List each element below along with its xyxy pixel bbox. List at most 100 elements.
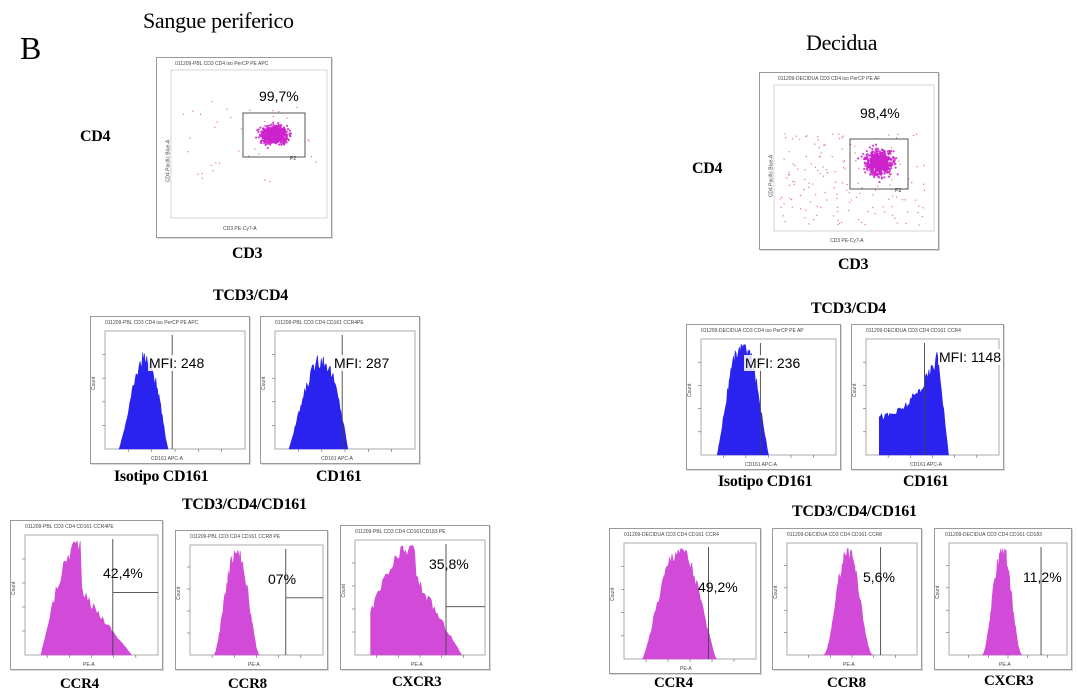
left-group2-title: TCD3/CD4/CD161 xyxy=(182,496,307,513)
scatter-x-axis: CD3 PE-Cy7-A xyxy=(223,226,257,232)
hist-x-axis: PE-A xyxy=(999,662,1011,668)
left-scatter-percent: 99,7% xyxy=(259,88,299,104)
plot-header: 011209-PBL CD3 CD4 CD161 CCR4PE xyxy=(25,524,114,530)
left-hist-ccr8: 011209-PBL CD3 CD4 CD161 CCR8 PE Count 0… xyxy=(175,530,328,670)
scatter-canvas: P2 xyxy=(170,69,328,219)
hist-x-axis: CD161 APC-A xyxy=(321,456,353,462)
left-title: Sangue periferico xyxy=(143,8,294,33)
left-ccr4-pct: 42,4% xyxy=(103,565,143,581)
histogram-area xyxy=(642,548,717,660)
plot-header: 011209-PBL CD3 CD4 iso PerCP PE APC xyxy=(175,61,269,67)
left-hist-cd161: 011209-PBL CD3 CD4 CD161 CCR4PE Count MF… xyxy=(260,316,420,464)
hist-x-axis: CD161 APC-A xyxy=(151,456,183,462)
right-title: Decidua xyxy=(806,30,878,55)
figure-letter: B xyxy=(20,30,42,66)
left-hist-isotipo: 011209-PBL CD3 CD4 iso PerCP PE APC Coun… xyxy=(90,316,250,464)
left-isotipo-mfi: MFI: 248 xyxy=(148,355,206,371)
hist-x-axis: PE-A xyxy=(843,662,855,668)
count-axis-label: Count xyxy=(773,585,779,599)
count-axis-label: Count xyxy=(341,584,347,598)
histogram-area xyxy=(118,352,169,450)
right-hist-cd161: 011209-DECIDUA CD3 CD4 CD161 CCR4 Count … xyxy=(851,324,1004,470)
right-ccr4-label: CCR4 xyxy=(654,675,693,691)
count-axis-label: Count xyxy=(687,383,693,397)
right-hist-ccr4: 011209-DECIDUA CD3 CD4 CD161 CCR4 Count … xyxy=(609,528,761,674)
histogram: Count xyxy=(91,330,246,452)
right-hist-cxcr3: 011209-DECIDUA CD3 CD4 CD161 CD183 Count… xyxy=(934,528,1072,670)
plot-header: 011209-PBL CD3 CD4 CD161 CCR4PE xyxy=(275,320,364,326)
left-scatter-dots xyxy=(182,100,317,183)
histogram-area xyxy=(288,355,349,450)
right-ccr8-pct: 5,6% xyxy=(863,569,895,585)
histogram-area xyxy=(823,548,873,656)
scatter-x-axis: CD3 PE-Cy7-A xyxy=(830,238,864,244)
histogram: Count xyxy=(773,542,918,658)
right-hist-ccr8: 011209-DECIDUA CD3 CD4 CD161 CCR8 Count … xyxy=(772,528,922,670)
count-axis-label: Count xyxy=(11,581,17,595)
count-axis-label: Count xyxy=(261,376,267,390)
left-hist-cxcr3: 011209-PBL CD3 CD4 CD161CD183 PE Count 3… xyxy=(340,525,490,670)
left-ccr4-label: CCR4 xyxy=(60,676,99,692)
right-isotipo-mfi: MFI: 236 xyxy=(744,355,802,371)
left-ccr8-pct: 07% xyxy=(268,571,297,587)
histogram: Count xyxy=(176,544,324,658)
plot-header: 011209-PBL CD3 CD4 CD161CD183 PE xyxy=(355,529,446,535)
plot-header: 011209-DECIDUA CD3 CD4 iso PerCP PE AP xyxy=(701,328,804,334)
right-cxcr3-label: CXCR3 xyxy=(984,673,1034,689)
right-isotipo-label: Isotipo CD161 xyxy=(718,473,813,490)
plot-header: 011209-DECIDUA CD3 CD4 CD161 CCR8 xyxy=(787,532,882,538)
right-cd161-mfi: MFI: 1148 xyxy=(938,349,1002,365)
left-cxcr3-pct: 35,8% xyxy=(429,556,469,572)
left-cd161-label: CD161 xyxy=(316,468,362,485)
right-ccr8-label: CCR8 xyxy=(827,675,866,691)
left-scatter-plot: 011209-PBL CD3 CD4 iso PerCP PE APC P2 9… xyxy=(156,57,332,238)
right-scatter-gate xyxy=(849,138,909,190)
histogram: Count xyxy=(261,330,416,452)
histogram-area xyxy=(40,540,132,656)
histogram: Count xyxy=(11,534,159,658)
left-scatter-gate xyxy=(242,112,306,158)
histogram-area xyxy=(878,352,949,456)
hist-x-axis: CD161 APC-A xyxy=(910,462,942,468)
scatter-canvas: P2 xyxy=(773,84,935,232)
gate-label: P2 xyxy=(290,156,296,162)
left-cd161-mfi: MFI: 287 xyxy=(333,355,391,371)
histogram: Count xyxy=(687,338,837,458)
plot-header: 011209-DECIDUA CD3 CD4 CD161 CCR4 xyxy=(624,532,719,538)
hist-x-axis: PE-A xyxy=(248,662,260,668)
right-scatter-xlabel: CD3 xyxy=(838,256,869,273)
plot-header: 011209-DECIDUA CD3 CD4 iso PerCP PE AF xyxy=(778,76,881,82)
left-hist-ccr4: 011209-PBL CD3 CD4 CD161 CCR4PE Count 42… xyxy=(10,520,163,670)
histogram-area xyxy=(981,548,1023,656)
count-axis-label: Count xyxy=(610,587,616,601)
count-axis-label: Count xyxy=(935,585,941,599)
right-scatter-dots xyxy=(779,133,926,226)
count-axis-label: Count xyxy=(852,383,858,397)
histogram-area xyxy=(370,545,463,656)
right-hist-isotipo: 011209-DECIDUA CD3 CD4 iso PerCP PE AP C… xyxy=(686,324,841,470)
histogram: Count xyxy=(935,542,1068,658)
scatter-y-axis: CD4 Pacific Blue-A xyxy=(165,139,172,183)
count-axis-label: Count xyxy=(176,586,182,600)
plot-header: 011209-DECIDUA CD3 CD4 CD161 CCR4 xyxy=(866,328,961,334)
hist-x-axis: CD161 APC-A xyxy=(745,462,777,468)
plot-header: 011209-DECIDUA CD3 CD4 CD161 CD183 xyxy=(945,532,1042,538)
histogram: Count xyxy=(341,539,486,658)
histogram: Count xyxy=(852,338,1000,458)
right-ccr4-pct: 49,2% xyxy=(698,579,738,595)
plot-header: 011209-PBL CD3 CD4 CD161 CCR8 PE xyxy=(190,534,281,540)
right-scatter-plot: 011209-DECIDUA CD3 CD4 iso PerCP PE AF P… xyxy=(759,72,939,250)
right-cxcr3-pct: 11,2% xyxy=(1023,569,1062,585)
gate-label: P2 xyxy=(895,188,901,194)
left-scatter-xlabel: CD3 xyxy=(232,245,263,262)
hist-x-axis: PE-A xyxy=(680,666,692,672)
histogram: Count xyxy=(610,542,757,662)
right-group2-title: TCD3/CD4/CD161 xyxy=(792,503,917,520)
right-group1-title: TCD3/CD4 xyxy=(811,300,886,317)
histogram-area xyxy=(213,550,260,656)
right-cd161-label: CD161 xyxy=(903,473,949,490)
right-scatter-percent: 98,4% xyxy=(860,105,900,121)
plot-frame xyxy=(189,544,324,656)
count-axis-label: Count xyxy=(91,376,97,390)
left-ccr8-label: CCR8 xyxy=(228,676,267,692)
